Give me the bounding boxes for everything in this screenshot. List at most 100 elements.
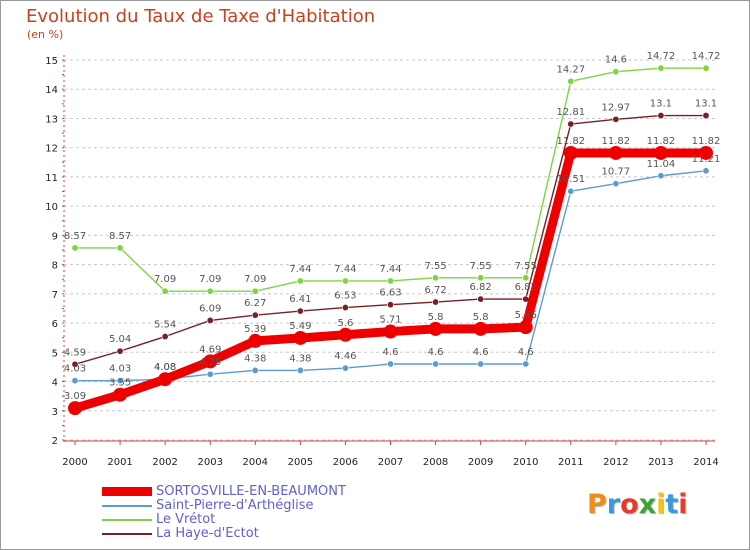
data-point [248,333,263,348]
data-label: 11.82 [602,136,631,147]
y-tick-label: 4 [52,378,58,389]
data-point [161,287,169,295]
data-label: 4.69 [199,344,221,355]
data-label: 6.82 [515,282,537,293]
data-label: 4.38 [244,353,266,364]
data-point [432,360,440,368]
data-point [699,145,713,160]
data-point [383,324,398,339]
x-tick-label: 2014 [693,457,718,468]
data-label: 6.82 [470,282,492,293]
x-tick-label: 2004 [243,457,268,468]
legend-label: SORTOSVILLE-EN-BEAUMONT [156,484,346,499]
data-label: 5.39 [244,324,266,335]
data-label: 4.6 [428,347,444,358]
logo-letter: P [587,489,607,520]
legend-swatch [102,487,152,496]
data-point [653,145,668,160]
data-point [251,287,259,295]
data-label: 4.03 [64,364,86,375]
data-label: 4.6 [518,347,534,358]
data-label: 6.09 [199,303,221,314]
y-tick-label: 2 [52,436,58,447]
x-tick-label: 2003 [197,457,222,468]
data-point [71,244,79,252]
data-point [702,167,710,175]
data-label: 4.6 [473,347,489,358]
data-label: 3.09 [64,391,86,402]
data-point [386,301,394,309]
data-label: 7.44 [334,264,356,275]
y-tick-label: 9 [52,231,58,242]
data-point [158,372,173,387]
legend-label: La Haye-d'Ectot [156,526,259,541]
y-tick-label: 10 [45,202,58,213]
data-label: 5.6 [337,318,353,329]
data-point [567,77,575,85]
data-point [296,277,304,285]
data-point [206,370,214,378]
data-label: 13.1 [695,99,717,110]
axes: 2 3 4 5 6 7 8 9 10 11 12 13 14 15 2000 2001 2002 2003 2004… [45,55,719,468]
logo-letter: x [638,489,657,520]
data-point [432,298,440,306]
data-label: 4.38 [289,353,311,364]
data-point [567,120,575,128]
data-point [341,304,349,312]
data-point [432,274,440,282]
data-label: 8.57 [64,231,86,242]
y-tick-label: 14 [45,85,58,96]
data-point [657,64,665,72]
data-point [341,277,349,285]
data-label: 11.82 [556,136,585,147]
data-label: 10.77 [602,167,631,178]
data-point [71,377,79,385]
data-point [612,68,620,76]
data-labels: 8.57 8.57 7.09 7.09 7.09 7.44 7.44 7.44 7.55 7.55… [64,51,720,402]
x-tick-label: 2011 [558,457,583,468]
data-label: 5.04 [109,334,131,345]
data-point [608,145,623,160]
data-point [563,145,578,160]
data-point [206,287,214,295]
x-tick-label: 2001 [107,457,132,468]
data-label: 6.72 [424,285,446,296]
data-label: 5.49 [289,321,311,332]
data-label: 3.55 [109,378,131,389]
data-point [473,321,488,336]
data-label: 5.8 [428,312,444,323]
data-label: 14.6 [605,55,627,66]
data-label: 5.8 [473,312,489,323]
data-point [386,277,394,285]
series-lines [68,64,713,416]
data-point [428,321,443,336]
legend-label: Le Vrétot [156,512,216,527]
data-point [612,115,620,123]
data-label: 13.1 [650,99,672,110]
x-tick-label: 2010 [513,457,538,468]
logo-letter: i [678,489,688,520]
data-point [68,401,82,416]
data-label: 10.51 [556,174,585,185]
data-point [477,360,485,368]
data-label: 4.46 [334,351,356,362]
logo-letter: i [656,489,666,520]
data-label: 4.25 [199,357,221,368]
data-label: 11.04 [647,159,676,170]
x-tick-label: 2005 [288,457,313,468]
data-point [161,333,169,341]
data-point [522,360,530,368]
data-label: 7.55 [470,261,492,272]
data-label: 5.71 [379,315,401,326]
data-label: 6.63 [379,288,401,299]
data-label: 12.81 [556,107,585,118]
y-tick-label: 13 [45,114,58,125]
x-tick-label: 2000 [62,457,87,468]
data-point [567,187,575,195]
data-point [338,327,353,342]
y-tick-label: 5 [52,348,58,359]
x-tick-label: 2012 [603,457,628,468]
y-tick-label: 3 [52,407,58,418]
data-label: 4.03 [109,364,131,375]
